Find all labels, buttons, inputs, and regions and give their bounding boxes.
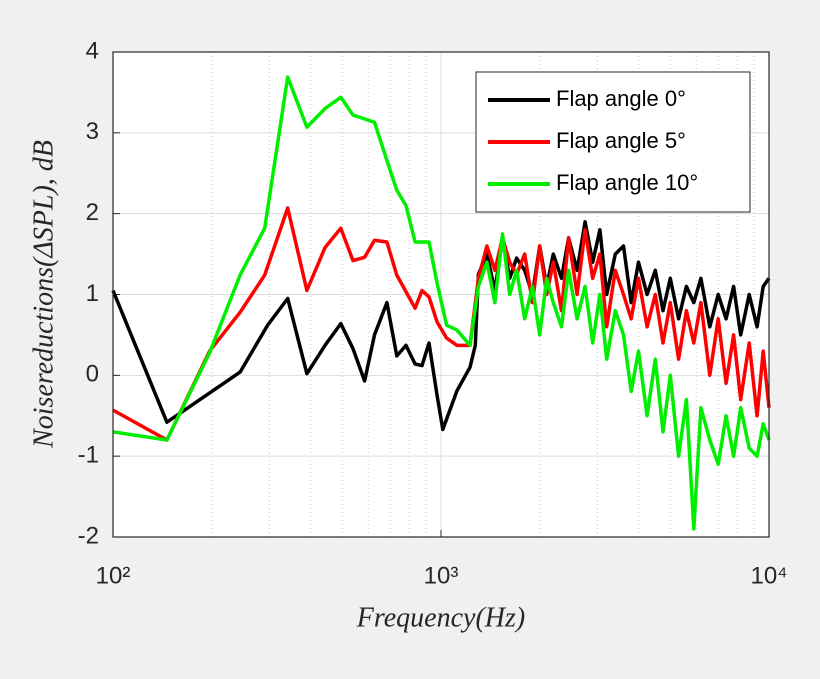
series-line [112,75,771,531]
x-tick-label: 10⁴ [750,562,787,589]
plot-frame [112,51,770,538]
x-tick-label: 10² [96,562,131,589]
y-tick-label: 4 [86,37,99,64]
y-tick-label: -1 [78,442,99,469]
y-axis-label: Noisereductions(ΔSPL), dB [28,140,59,449]
legend-label: Flap angle 5° [556,128,686,153]
y-tick-label: -2 [78,522,99,549]
y-tick-label: 2 [86,199,99,226]
y-tick-label: 3 [86,118,99,145]
series-line [112,206,771,442]
legend-label: Flap angle 10° [556,170,698,195]
y-tick-label: 0 [86,361,99,388]
x-axis-label: Frequency(Hz) [356,602,525,633]
legend-label: Flap angle 0° [556,86,686,111]
y-tick-label: 1 [86,280,99,307]
x-tick-label: 10³ [424,562,459,589]
